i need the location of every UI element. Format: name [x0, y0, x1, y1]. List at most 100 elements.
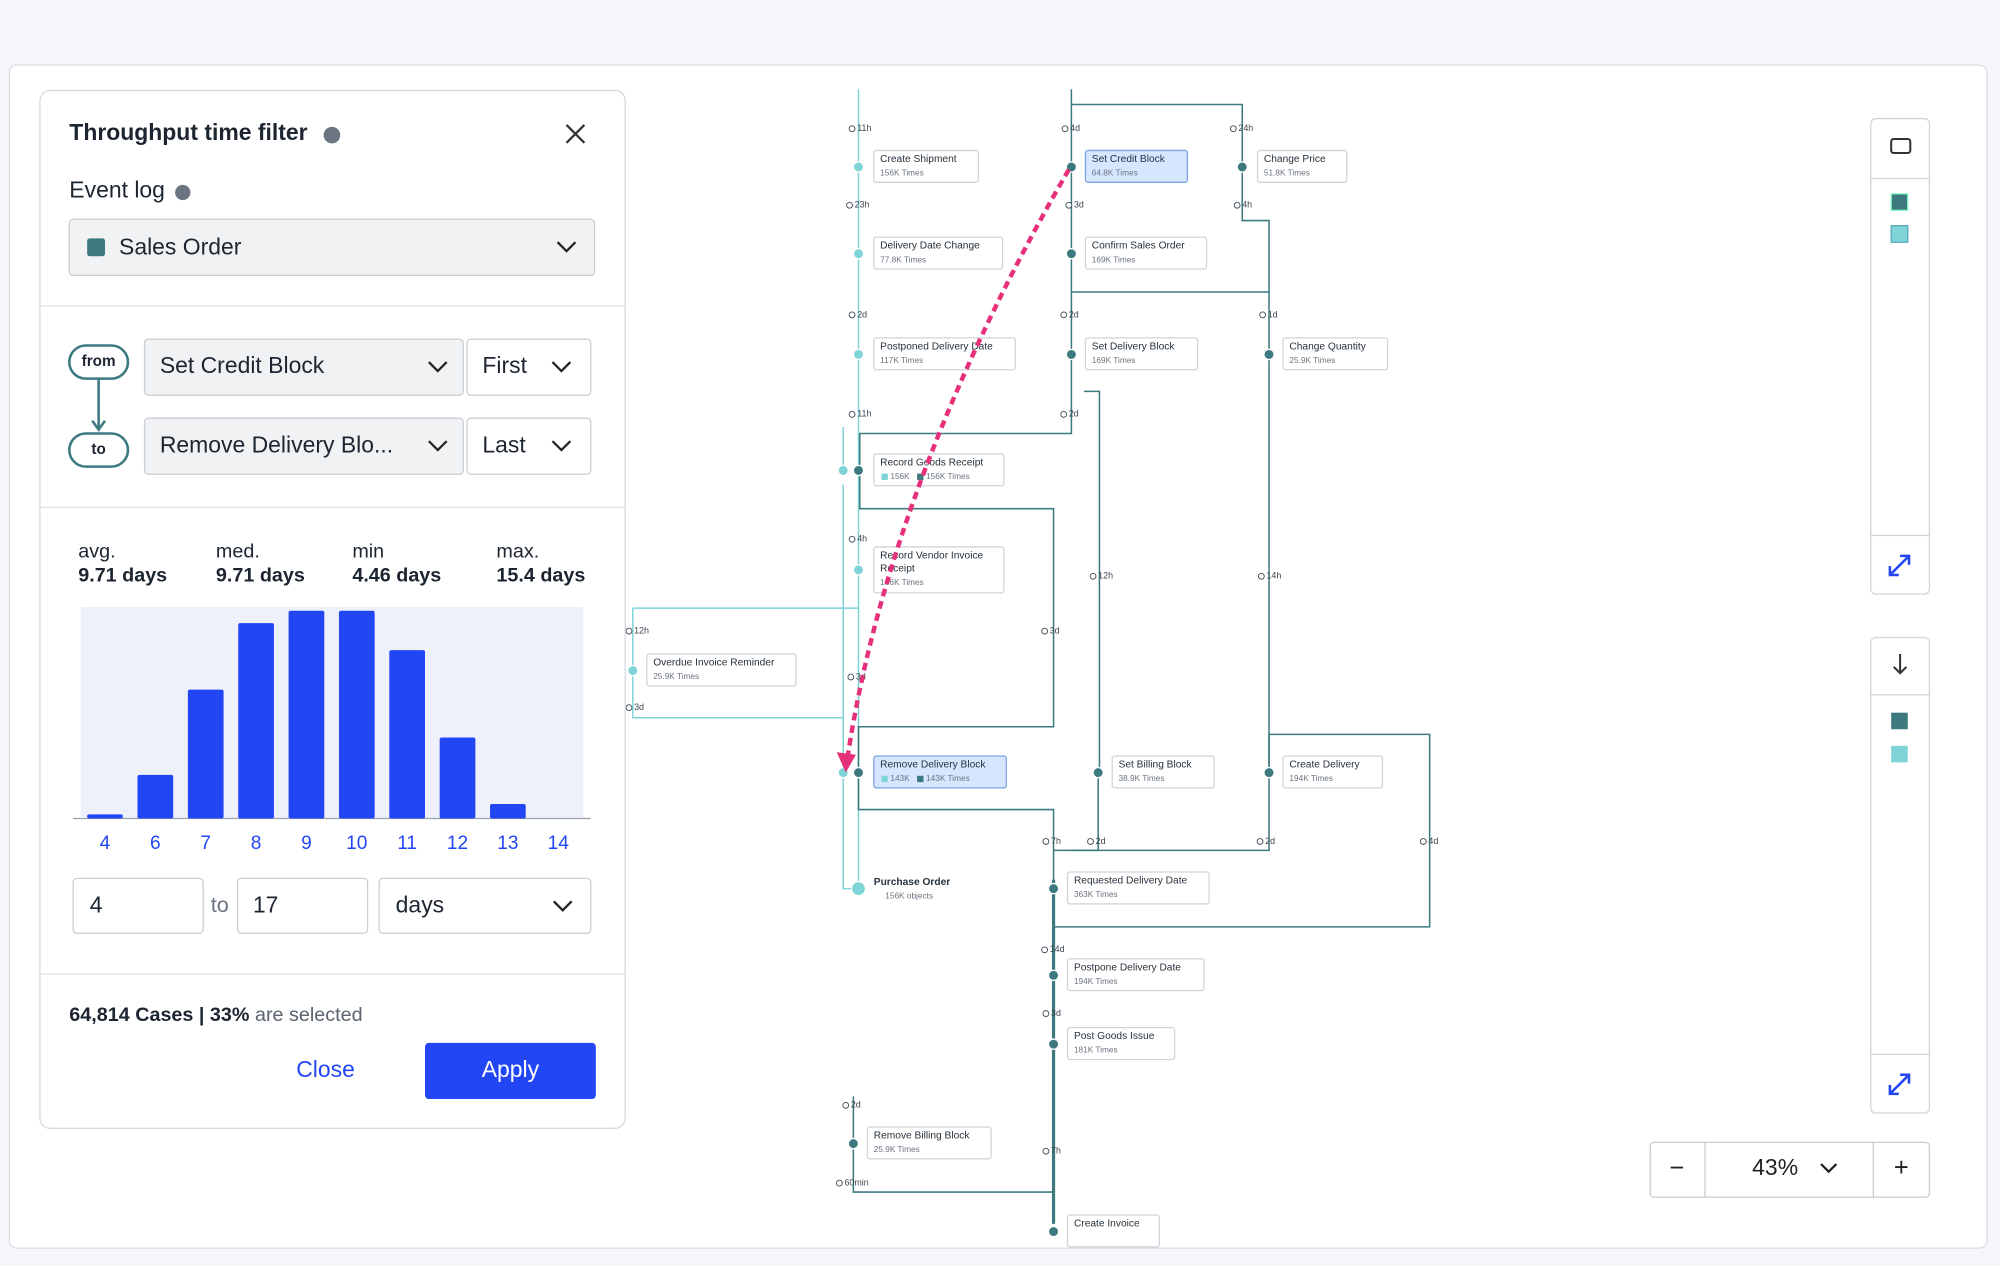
edge-clock: [1089, 572, 1097, 580]
from-label: from: [82, 353, 116, 370]
input[interactable]: [72, 877, 204, 934]
edge-clock: [848, 410, 856, 418]
to-label: to: [91, 441, 105, 458]
node-box: [646, 653, 797, 687]
share: 33%: [210, 1004, 250, 1026]
node-label: Set Credit Block: [1092, 154, 1166, 165]
edge-label: 3d: [1051, 1008, 1061, 1018]
arrow-head: [836, 752, 856, 773]
edge: [857, 771, 1055, 889]
edge: [1071, 103, 1270, 292]
node-dot: [1065, 348, 1078, 361]
zoom-in[interactable]: +: [1894, 1154, 1909, 1182]
selection-arrow: [844, 168, 1071, 762]
info-icon[interactable]: [323, 126, 341, 144]
dropdown[interactable]: [466, 417, 592, 475]
expand-icon[interactable]: [1888, 554, 1911, 577]
node-count: 64.8K Times: [1092, 169, 1138, 178]
node-label: Confirm Sales Order: [1092, 241, 1185, 252]
legend-light[interactable]: [1891, 745, 1908, 763]
x-tick-label: 13: [497, 833, 518, 854]
stat-label: max.: [496, 540, 539, 562]
zoom-value[interactable]: 43%: [1752, 1154, 1798, 1180]
toolbar-top: [1870, 117, 1931, 595]
edge-label: 2d: [1069, 409, 1079, 419]
node-box: [1282, 755, 1384, 789]
download-icon[interactable]: [1893, 654, 1908, 675]
dropdown-value: Last: [482, 431, 526, 457]
chevron: [428, 440, 448, 452]
node-count: 156K Times: [880, 169, 924, 178]
node-box: [873, 337, 1016, 371]
dropdown-value: Set Credit Block: [160, 352, 325, 378]
chevron: [552, 900, 573, 912]
legend-dark[interactable]: [1890, 193, 1909, 211]
dropdown[interactable]: [143, 338, 464, 396]
edge-clock: [848, 535, 856, 543]
edge: [1084, 390, 1101, 772]
edge: [852, 1096, 1054, 1193]
node-label: Create Delivery: [1289, 760, 1360, 771]
edge-label: 12h: [634, 625, 649, 635]
node-dot: [1047, 882, 1060, 895]
apply-button[interactable]: [425, 1042, 596, 1099]
legend-light[interactable]: [1890, 225, 1909, 243]
bar: [490, 803, 526, 819]
summary: 64,814 Cases | 33% are selected: [69, 1004, 362, 1026]
edge-label: 2d: [851, 1100, 861, 1110]
edge-label: 2d: [1069, 309, 1079, 319]
node-dot: [1065, 247, 1078, 260]
node-count: 194K Times: [1289, 774, 1333, 783]
node-label: Change Quantity: [1289, 341, 1366, 352]
stat-label: min: [352, 540, 384, 562]
dropdown[interactable]: [68, 218, 596, 277]
dropdown[interactable]: [466, 338, 592, 396]
dropdown[interactable]: [143, 417, 464, 475]
zoom-control: − 43% +: [1649, 1141, 1931, 1198]
node-label: Post Goods Issue: [1074, 1031, 1155, 1042]
node-dot: [852, 564, 865, 576]
fit-icon[interactable]: [1890, 137, 1912, 155]
edge-clock: [848, 125, 856, 133]
expand-icon[interactable]: [1888, 1073, 1911, 1096]
node-label: Delivery Date Change: [880, 241, 980, 252]
edge-clock: [835, 1179, 843, 1187]
node-label: Create Invoice: [1074, 1219, 1140, 1230]
close-button[interactable]: Close: [296, 1056, 355, 1082]
edge-clock: [1041, 946, 1049, 954]
node-count: 169K Times: [1092, 356, 1136, 365]
node-label: Set Billing Block: [1119, 760, 1193, 771]
chevron: [428, 361, 448, 373]
legend-dark[interactable]: [1891, 712, 1908, 730]
close-icon[interactable]: [565, 124, 586, 144]
node-label: Postpone Delivery Date: [1074, 962, 1181, 973]
x-tick-label: 8: [251, 833, 262, 854]
node-dot: [1236, 161, 1248, 173]
dropdown[interactable]: [378, 877, 592, 934]
bar: [288, 610, 325, 819]
node-count: 25.9K Times: [874, 1145, 920, 1154]
count-swatch: [917, 775, 924, 783]
zoom-out[interactable]: −: [1670, 1154, 1685, 1182]
edge-label: 2d: [857, 309, 867, 319]
node-box: [873, 236, 1004, 270]
cases: 64,814 Cases: [69, 1004, 193, 1026]
edge-clock: [1233, 201, 1241, 209]
node-count: 117K Times: [880, 356, 923, 365]
edge-clock: [625, 627, 633, 635]
edge-label: 4h: [1242, 200, 1252, 210]
node-box: [1084, 236, 1208, 270]
node-box: [1111, 755, 1215, 789]
zoom-box: [1649, 1141, 1931, 1198]
input[interactable]: [236, 877, 369, 934]
info-icon[interactable]: [175, 184, 191, 201]
x-tick-label: 12: [447, 833, 468, 854]
input-value: 4: [90, 892, 103, 918]
range-sep: to: [211, 892, 229, 917]
x-tick-label: 11: [397, 833, 417, 854]
edge-label: 12h: [1098, 571, 1113, 581]
edge: [1053, 733, 1431, 928]
node-label: Set Delivery Block: [1092, 341, 1176, 352]
stat-value: 9.71 days: [216, 564, 305, 586]
